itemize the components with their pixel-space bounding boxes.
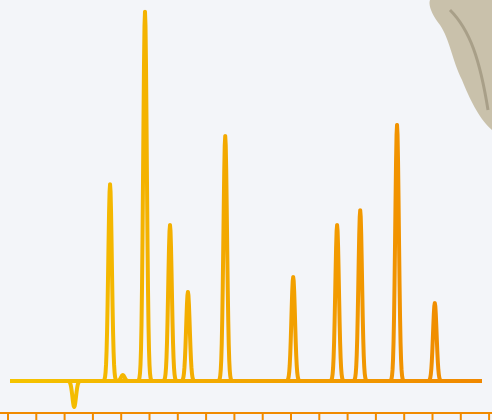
peak <box>349 208 371 383</box>
peak <box>134 9 156 383</box>
peak <box>63 379 85 409</box>
peak <box>159 223 181 383</box>
rock-decoration <box>429 0 492 130</box>
peak <box>424 301 446 383</box>
peak <box>326 223 348 383</box>
peak <box>99 182 121 383</box>
ruler <box>0 412 492 420</box>
peak <box>282 275 304 383</box>
peak <box>386 123 408 383</box>
peak <box>177 289 199 383</box>
peak <box>214 134 236 383</box>
peak <box>112 373 134 383</box>
